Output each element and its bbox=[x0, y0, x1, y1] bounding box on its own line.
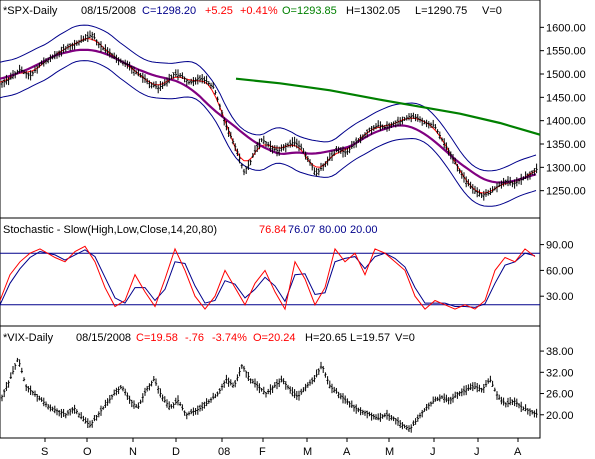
stochastic-title: Stochastic - Slow(High,Low,Close,14,20,8… bbox=[3, 224, 217, 236]
stochastic-k-reading: 76.84 bbox=[259, 224, 287, 236]
spx-lower-band bbox=[0, 60, 537, 207]
spx-ma200 bbox=[235, 77, 541, 136]
spx-date: 08/15/2008 bbox=[81, 5, 136, 17]
x-tick-label: D bbox=[172, 446, 180, 458]
spx-tick-label: 1300.00 bbox=[546, 162, 586, 174]
x-tick-label: M bbox=[385, 446, 394, 458]
x-tick-label: O bbox=[83, 446, 92, 458]
vix-date: 08/15/2008 bbox=[76, 332, 131, 344]
vix-panel-frame bbox=[0, 325, 541, 439]
stochastic-lines bbox=[0, 245, 540, 311]
spx-tick-label: 1550.00 bbox=[546, 46, 586, 58]
x-tick-label: F bbox=[259, 446, 266, 458]
x-tick-label: S bbox=[41, 446, 48, 458]
x-tick-label: N bbox=[129, 446, 137, 458]
x-tick-label: J bbox=[474, 446, 480, 458]
stochastic-tick-label: 90.00 bbox=[546, 240, 574, 252]
spx-high: H=1302.05 bbox=[346, 5, 400, 17]
x-tick-label: 08 bbox=[218, 446, 230, 458]
spx-price-bars bbox=[0, 30, 538, 201]
x-tick-label: J bbox=[430, 446, 436, 458]
vix-open: O=20.24 bbox=[253, 332, 296, 344]
spx-tick-label: 1500.00 bbox=[546, 69, 586, 81]
x-tick-label: A bbox=[514, 446, 522, 458]
spx-open: O=1293.85 bbox=[282, 5, 337, 17]
spx-volume: V=0 bbox=[482, 5, 502, 17]
vix-close: C=19.58 bbox=[136, 332, 178, 344]
vix-low: L=19.57 bbox=[350, 332, 390, 344]
spx-pct: +0.41% bbox=[240, 5, 278, 17]
vix-volume: V=0 bbox=[395, 332, 415, 344]
vix-tick-label: 38.00 bbox=[546, 346, 574, 358]
vix-change: -.76 bbox=[185, 332, 204, 344]
vix-y-axis: 38.00 32.00 26.00 20.00 bbox=[540, 346, 574, 422]
stochastic-tick-label: 60.00 bbox=[546, 265, 574, 277]
spx-tick-label: 1400.00 bbox=[546, 116, 586, 128]
spx-change: +5.25 bbox=[205, 5, 233, 17]
spx-tick-label: 1450.00 bbox=[546, 92, 586, 104]
stochastic-y-axis: 90.00 60.00 30.00 bbox=[540, 240, 574, 303]
stochastic-lower-reading: 20.00 bbox=[350, 224, 378, 236]
spx-ma50 bbox=[0, 48, 537, 184]
stochastic-k-line bbox=[0, 245, 536, 311]
x-tick-label: A bbox=[343, 446, 351, 458]
spx-tick-label: 1600.00 bbox=[546, 22, 586, 34]
stochastic-tick-label: 30.00 bbox=[546, 291, 574, 303]
x-axis: S O N D 08 F M A M J J A bbox=[41, 438, 522, 458]
spx-upper-band bbox=[0, 24, 537, 172]
stochastic-d-line bbox=[0, 249, 536, 308]
vix-tick-label: 20.00 bbox=[546, 410, 574, 422]
vix-title: *VIX-Daily bbox=[3, 332, 54, 344]
spx-tick-label: 1350.00 bbox=[546, 139, 586, 151]
spx-close: C=1298.20 bbox=[142, 5, 196, 17]
spx-tick-label: 1250.00 bbox=[546, 186, 586, 198]
spx-y-axis: 1600.00 1550.00 1500.00 1450.00 1400.00 1350.… bbox=[540, 22, 586, 198]
spx-title: *SPX-Daily bbox=[3, 5, 58, 17]
vix-price-bars bbox=[0, 357, 538, 433]
vix-tick-label: 26.00 bbox=[546, 389, 574, 401]
spx-low: L=1290.75 bbox=[415, 5, 467, 17]
vix-tick-label: 32.00 bbox=[546, 367, 574, 379]
vix-pct: -3.74% bbox=[212, 332, 247, 344]
vix-high: H=20.65 bbox=[305, 332, 347, 344]
spx-ma50-line bbox=[0, 48, 537, 184]
spx-bollinger-bands bbox=[0, 24, 537, 207]
x-tick-label: M bbox=[303, 446, 312, 458]
stochastic-d-reading: 76.07 bbox=[288, 224, 316, 236]
spx-ma200-line bbox=[235, 77, 541, 136]
spx-short-ma bbox=[0, 37, 537, 194]
stochastic-upper-reading: 80.00 bbox=[319, 224, 347, 236]
